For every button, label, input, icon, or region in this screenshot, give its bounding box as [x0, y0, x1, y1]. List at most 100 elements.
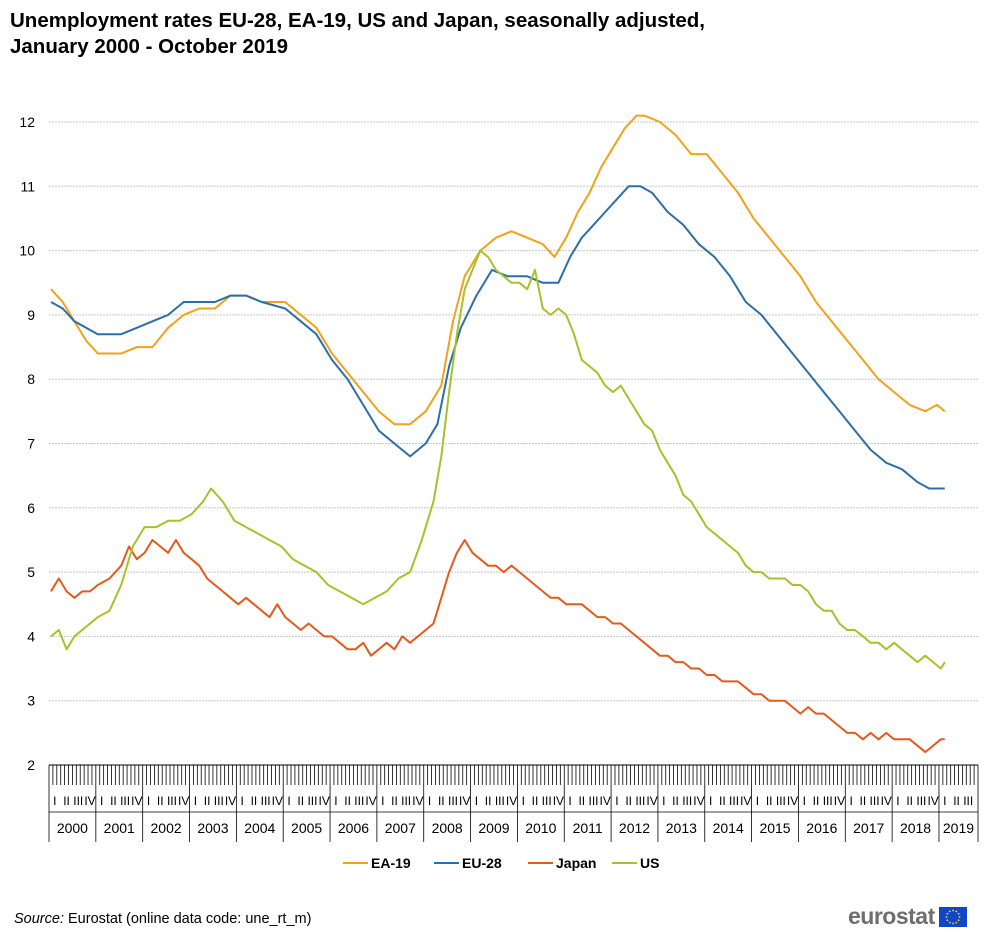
- quarter-label: I: [53, 794, 56, 808]
- quarter-label: IV: [693, 794, 704, 808]
- quarter-label: III: [401, 794, 411, 808]
- quarter-label: I: [943, 794, 946, 808]
- y-tick-label-11: 11: [20, 178, 35, 194]
- year-label-2011: 2011: [573, 820, 603, 836]
- quarter-label: I: [147, 794, 150, 808]
- quarter-label: II: [251, 794, 258, 808]
- legend-label-eu-28: EU-28: [462, 855, 502, 871]
- quarter-label: III: [963, 794, 973, 808]
- quarter-label: IV: [272, 794, 283, 808]
- y-tick-label-8: 8: [27, 371, 35, 387]
- quarter-label: II: [438, 794, 445, 808]
- y-tick-label-10: 10: [19, 243, 35, 259]
- quarter-label: IV: [787, 794, 798, 808]
- quarter-label: IV: [740, 794, 751, 808]
- quarter-label: II: [860, 794, 867, 808]
- quarter-label: IV: [365, 794, 376, 808]
- quarter-label: IV: [881, 794, 892, 808]
- y-tick-label-7: 7: [27, 436, 35, 452]
- legend-label-japan: Japan: [556, 855, 596, 871]
- quarter-label: III: [635, 794, 645, 808]
- quarter-label: II: [204, 794, 211, 808]
- year-label-2008: 2008: [432, 820, 463, 836]
- quarter-label: III: [354, 794, 364, 808]
- source-label: Source:: [14, 911, 64, 927]
- quarter-label: III: [307, 794, 317, 808]
- quarter-label: I: [568, 794, 571, 808]
- quarter-label: IV: [412, 794, 423, 808]
- quarter-label: III: [916, 794, 926, 808]
- quarter-label: II: [672, 794, 679, 808]
- quarter-label: II: [953, 794, 960, 808]
- eu-flag-icon: [938, 906, 967, 927]
- quarter-label: II: [485, 794, 492, 808]
- quarter-label: II: [110, 794, 117, 808]
- quarter-label: III: [589, 794, 599, 808]
- quarter-label: I: [896, 794, 899, 808]
- quarter-label: I: [475, 794, 478, 808]
- quarter-label: II: [813, 794, 820, 808]
- legend-label-us: US: [640, 855, 659, 871]
- year-label-2004: 2004: [244, 820, 275, 836]
- year-label-2002: 2002: [151, 820, 182, 836]
- quarter-label: III: [495, 794, 505, 808]
- year-label-2018: 2018: [900, 820, 931, 836]
- quarter-label: IV: [927, 794, 938, 808]
- quarter-label: II: [344, 794, 351, 808]
- quarter-label: I: [241, 794, 244, 808]
- quarter-label: III: [214, 794, 224, 808]
- source-note: Source: Eurostat (online data code: une_…: [14, 911, 311, 927]
- quarter-label: IV: [459, 794, 470, 808]
- quarter-label: I: [709, 794, 712, 808]
- quarter-label: III: [120, 794, 130, 808]
- series-lines: [50, 114, 946, 754]
- quarter-label: II: [297, 794, 304, 808]
- quarter-label: I: [615, 794, 618, 808]
- quarter-label: I: [662, 794, 665, 808]
- quarter-label: III: [870, 794, 880, 808]
- quarter-label: IV: [553, 794, 564, 808]
- year-label-2016: 2016: [806, 820, 837, 836]
- quarter-label: IV: [225, 794, 236, 808]
- legend-label-ea-19: EA-19: [371, 855, 411, 871]
- quarter-label: III: [682, 794, 692, 808]
- quarter-label: I: [428, 794, 431, 808]
- year-label-2009: 2009: [478, 820, 509, 836]
- x-axis: I II III IV I II III IV I II III IV I II III IV I II III IV…: [48, 764, 979, 842]
- quarter-label: IV: [319, 794, 330, 808]
- quarter-label: III: [542, 794, 552, 808]
- year-label-2000: 2000: [57, 820, 88, 836]
- year-label-2005: 2005: [291, 820, 322, 836]
- y-tick-label-3: 3: [27, 693, 35, 709]
- y-axis-labels: 2 3 4 5 6 7 8 9 10 11 12: [19, 114, 35, 773]
- quarter-label: II: [719, 794, 726, 808]
- quarter-label: I: [194, 794, 197, 808]
- quarter-label: I: [803, 794, 806, 808]
- series-line-us: [50, 249, 946, 670]
- chart-title: Unemployment rates EU-28, EA-19, US and …: [10, 9, 705, 58]
- legend: EA-19 EU-28 Japan US: [343, 855, 659, 871]
- gridlines: [49, 121, 978, 702]
- quarter-label: III: [261, 794, 271, 808]
- quarter-label: IV: [131, 794, 142, 808]
- quarter-label: I: [522, 794, 525, 808]
- quarter-label: I: [756, 794, 759, 808]
- series-line-eu-28: [50, 185, 945, 490]
- quarter-label: II: [906, 794, 913, 808]
- quarter-label: III: [73, 794, 83, 808]
- series-line-japan: [50, 539, 945, 754]
- quarter-label: II: [157, 794, 164, 808]
- quarter-label: I: [334, 794, 337, 808]
- y-tick-label-4: 4: [27, 628, 35, 644]
- year-label-2006: 2006: [338, 820, 369, 836]
- quarter-label: IV: [506, 794, 517, 808]
- quarter-label: II: [625, 794, 632, 808]
- year-label-2017: 2017: [853, 820, 884, 836]
- quarter-label: I: [381, 794, 384, 808]
- quarter-label: III: [448, 794, 458, 808]
- y-tick-label-6: 6: [27, 500, 35, 516]
- year-label-2012: 2012: [619, 820, 650, 836]
- year-label-2010: 2010: [525, 820, 556, 836]
- quarter-label: III: [776, 794, 786, 808]
